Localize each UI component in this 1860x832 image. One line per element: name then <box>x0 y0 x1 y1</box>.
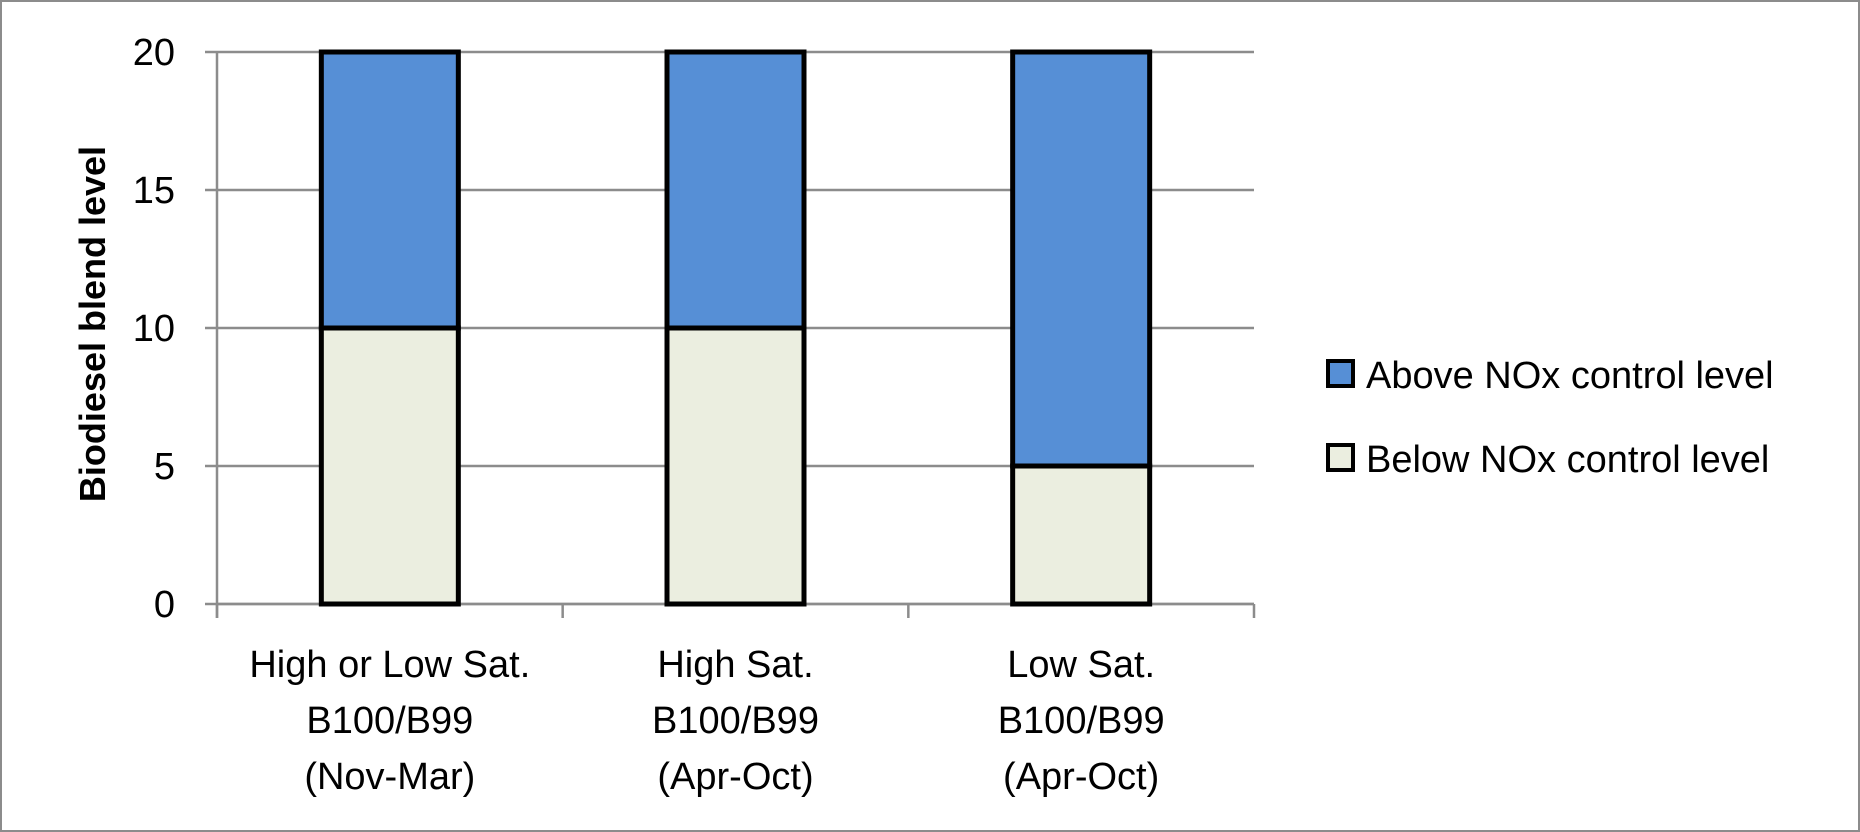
x-category-label-1-line-0: High Sat. <box>657 644 813 686</box>
bar-above-nox-0 <box>318 49 461 331</box>
x-category-label-2-line-0: Low Sat. <box>1007 644 1155 686</box>
y-tick-label-5: 5 <box>154 446 175 488</box>
y-axis-title: Biodiesel blend level <box>72 146 113 502</box>
x-category-label-0-line-0: High or Low Sat. <box>249 644 530 686</box>
bars <box>318 49 1153 607</box>
x-category-label-0-line-1: B100/B99 <box>306 700 473 742</box>
legend-swatch-0 <box>1326 443 1355 472</box>
y-tick-label-15: 15 <box>133 170 175 212</box>
bar-below-nox-0 <box>318 325 461 607</box>
x-category-label-1-line-1: B100/B99 <box>652 700 819 742</box>
legend-label-0: Below NOx control level <box>1366 439 1769 481</box>
y-tick-label-20: 20 <box>133 32 175 74</box>
bar-below-nox-2 <box>1010 463 1153 607</box>
y-tick-label-0: 0 <box>154 584 175 626</box>
x-category-label-0-line-2: (Nov-Mar) <box>304 756 475 798</box>
x-category-label-2-line-1: B100/B99 <box>998 700 1165 742</box>
tick-labels: 0 5 10 15 20 High or Low Sat. B100/B99 (Nov-Mar… <box>133 32 1165 798</box>
x-category-label-2-line-2: (Apr-Oct) <box>1003 756 1159 798</box>
legend: Above NOx control level Below NOx control… <box>1326 355 1774 481</box>
legend-label-1: Above NOx control level <box>1366 355 1774 397</box>
y-tick-label-10: 10 <box>133 308 175 350</box>
bar-below-nox-1 <box>664 325 807 607</box>
x-category-label-1-line-2: (Apr-Oct) <box>657 756 813 798</box>
legend-swatch-1 <box>1326 359 1355 388</box>
bar-above-nox-1 <box>664 49 807 331</box>
bar-above-nox-2 <box>1010 49 1153 469</box>
